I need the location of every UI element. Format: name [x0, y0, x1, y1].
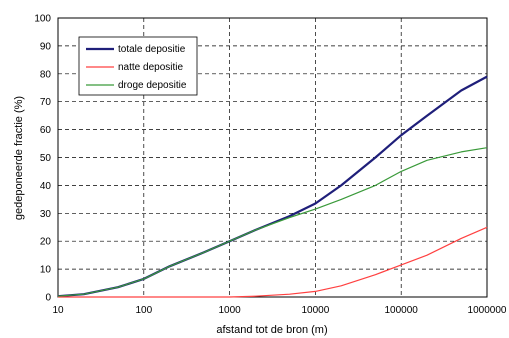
x-tick-label: 10 — [52, 305, 64, 316]
y-tick-label: 50 — [40, 153, 52, 164]
legend-label-totale: totale depositie — [118, 44, 186, 55]
series-line-natte — [58, 226, 488, 298]
series-group — [57, 75, 488, 298]
x-tick-labels: 10 100 1000 10000 100000 1000000 — [52, 305, 506, 316]
y-tick-label: 0 — [45, 293, 51, 304]
legend-label-droge: droge depositie — [118, 80, 187, 91]
legend-label-natte: natte depositie — [118, 62, 183, 73]
y-tick-label: 30 — [40, 209, 52, 220]
y-tick-label: 10 — [40, 265, 52, 276]
x-tick-label: 100 — [135, 305, 152, 316]
x-tick-label: 1000000 — [468, 305, 507, 316]
series-line-droge — [57, 147, 488, 297]
y-tick-label: 70 — [40, 97, 52, 108]
x-axis-title: afstand tot de bron (m) — [216, 324, 327, 336]
x-tick-label: 10000 — [301, 305, 329, 316]
y-axis-title: gedeponeerde fractie (%) — [13, 96, 25, 220]
y-tick-label: 90 — [40, 41, 52, 52]
x-tick-label: 100000 — [385, 305, 419, 316]
y-tick-label: 60 — [40, 125, 52, 136]
y-tick-label: 20 — [40, 237, 52, 248]
x-tick-label: 1000 — [218, 305, 241, 316]
y-tick-label: 40 — [40, 181, 52, 192]
legend: totale depositie natte depositie droge d… — [78, 36, 198, 96]
y-tick-label: 100 — [34, 14, 51, 25]
y-tick-label: 80 — [40, 69, 52, 80]
y-tick-labels: 0 10 20 30 40 50 60 70 80 90 100 — [34, 14, 51, 304]
series-line-totale — [57, 75, 488, 298]
plot-frame — [57, 17, 488, 298]
